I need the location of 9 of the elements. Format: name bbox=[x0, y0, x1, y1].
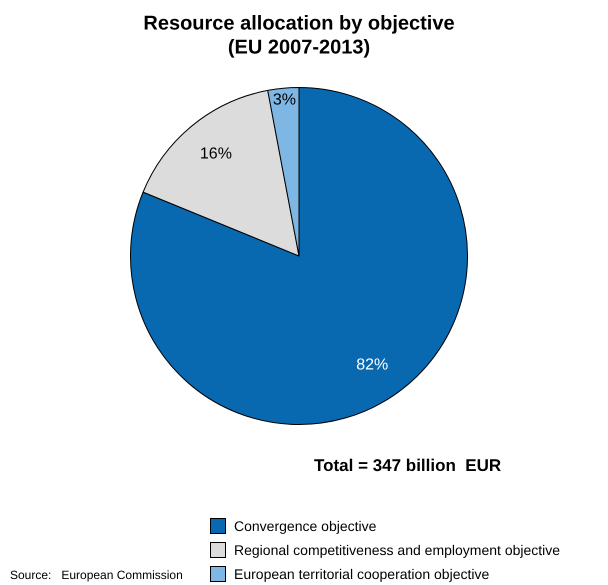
data-label: 82% bbox=[356, 356, 388, 374]
data-label: 3% bbox=[272, 91, 296, 108]
text: Total = 347 billion EUR bbox=[314, 456, 502, 476]
source-note: Source: European Commission bbox=[10, 568, 183, 582]
legend-label: Regional competitiveness and employment objective bbox=[234, 542, 560, 558]
legend-label: Convergence objective bbox=[234, 518, 376, 534]
chart-title: Resource allocation by objective (EU 2007-2013) bbox=[143, 12, 455, 59]
legend-label: European territorial cooperation objective bbox=[234, 566, 490, 582]
data-label: 16% bbox=[200, 146, 232, 163]
